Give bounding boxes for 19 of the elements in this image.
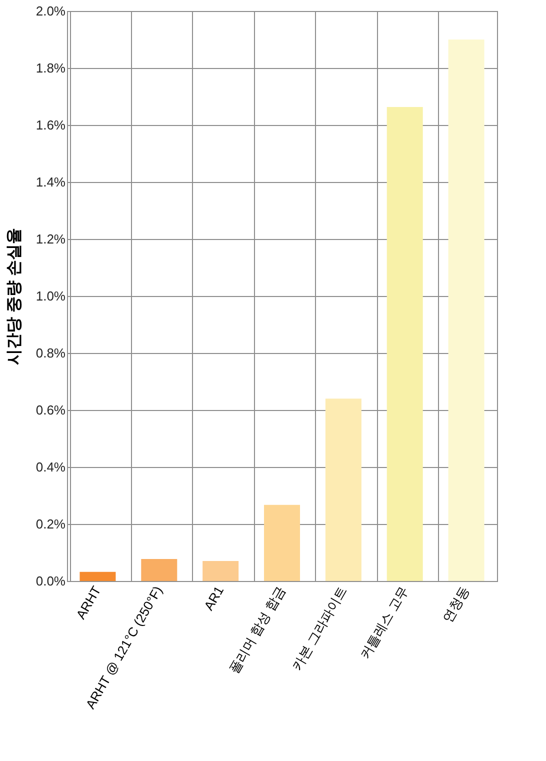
bar xyxy=(386,107,423,581)
y-tick-label: 0.8% xyxy=(36,346,66,360)
y-tick-label: 1.2% xyxy=(36,232,66,246)
bar xyxy=(80,572,116,581)
bar xyxy=(202,561,239,581)
y-tick-label: 1.6% xyxy=(36,118,66,132)
y-tick-label: 0.2% xyxy=(36,516,66,532)
y-tick-label: 1.0% xyxy=(36,288,66,304)
y-tick-label: 0.0% xyxy=(36,574,66,588)
y-tick-label: 1.4% xyxy=(36,174,66,190)
y-tick-label: 1.8% xyxy=(36,60,66,76)
y-axis-title: 시간당 중량 손실율 xyxy=(6,228,23,365)
y-tick-label: 2.0% xyxy=(36,4,66,18)
bar xyxy=(448,40,484,581)
y-tick-label: 0.4% xyxy=(36,460,66,474)
bar xyxy=(141,559,178,581)
y-tick-label: 0.6% xyxy=(36,402,66,418)
bar xyxy=(264,504,300,581)
bar xyxy=(325,398,362,581)
